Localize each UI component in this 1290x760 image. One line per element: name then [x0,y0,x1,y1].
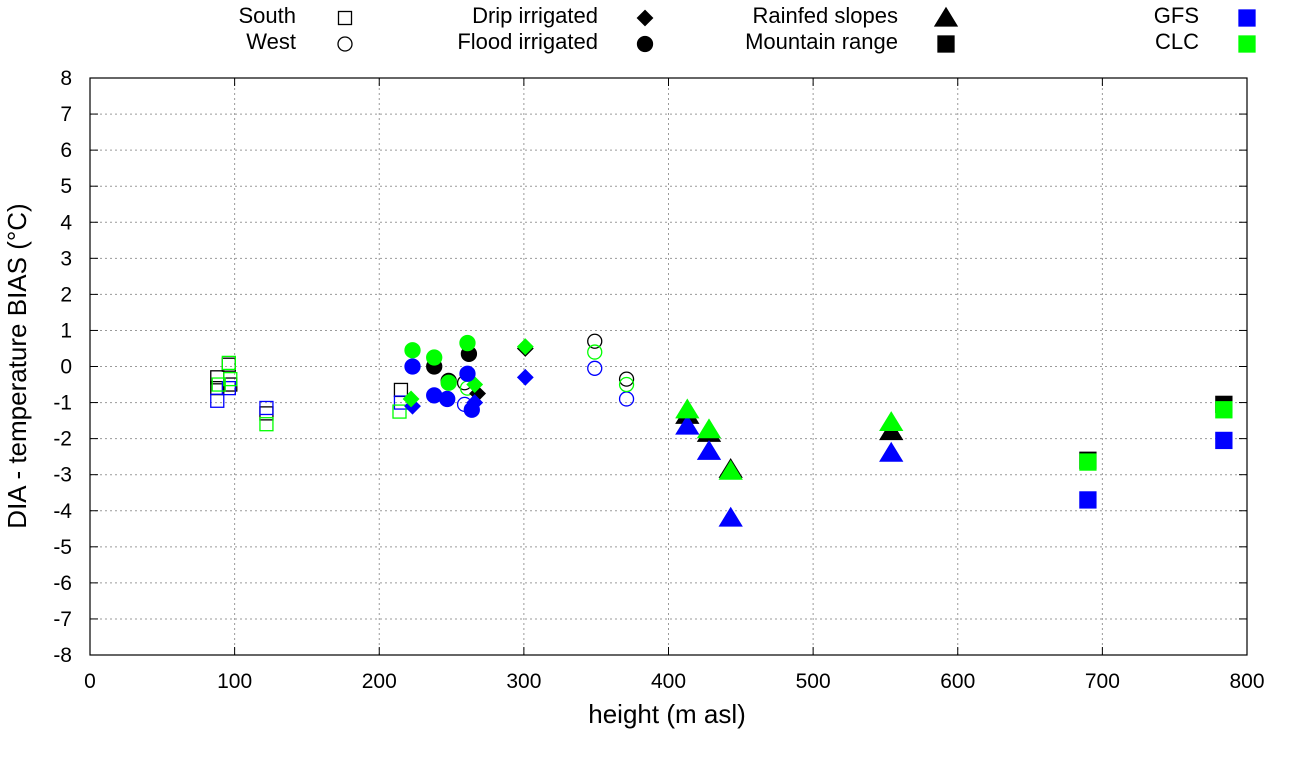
axis-ticks: 0 100 200 300 400 500 600 700 800 8 7 6 5 4 3 2 1 0 -1 -2 -3… [53,67,1264,693]
mountain-range-point [1079,491,1097,509]
x-tick-label: 500 [796,670,831,693]
x-tick-label: 200 [362,670,397,693]
mountain-range-point [1079,453,1097,471]
y-tick-label: -8 [53,644,72,667]
rainfed-slopes-point [696,418,722,439]
y-tick-label: -5 [53,536,72,559]
flood-irrigated-point [439,390,456,408]
south-point [392,404,407,419]
mountain-range-point [1215,431,1233,450]
legend-label-gfs: GFS [1154,3,1199,28]
y-tick-label: -2 [53,428,72,451]
legend-label-flood-irrigated: Flood irrigated [457,29,598,54]
x-tick-label: 400 [651,670,686,693]
y-tick-label: 2 [60,283,72,306]
rainfed-slopes-point [718,506,743,527]
south-point [210,393,225,408]
flood-irrigated-point [459,365,476,382]
y-axis-title: DIA - temperature BIAS (°C) [2,203,32,528]
legend-label-west: West [246,29,296,54]
x-tick-label: 800 [1229,670,1264,693]
y-tick-label: -3 [53,464,72,487]
rainfed-slopes-point [675,398,700,419]
west-point [618,376,635,393]
legend-symbol-west [337,36,353,52]
y-tick-label: -4 [53,500,72,523]
south-point [259,417,274,432]
x-axis-title: height (m asl) [588,699,746,729]
south-point [259,400,274,416]
south-point [221,380,236,396]
rainfed-slopes-point [675,414,700,435]
y-tick-label: 4 [60,211,72,234]
y-tick-label: 5 [60,175,72,198]
south-point [393,382,409,398]
drip-irrigated-point [516,338,534,356]
data-points [210,333,1233,527]
flood-irrigated-point [459,334,476,352]
west-point [587,344,603,360]
x-tick-label: 100 [217,670,252,693]
legend-symbol-flood-irrigated [636,35,654,53]
drip-irrigated-point [402,390,420,408]
flood-irrigated-point [426,349,443,366]
y-tick-label: 8 [60,67,72,90]
flood-irrigated-point [463,401,480,418]
x-tick-label: 700 [1085,670,1120,693]
flood-irrigated-point [440,374,457,391]
south-point [211,377,226,392]
west-point [618,371,635,387]
rainfed-slopes-point [879,411,904,432]
west-point [587,333,603,349]
legend-label-drip-irrigated: Drip irrigated [472,3,598,28]
legend-symbol-gfs [1238,9,1256,27]
y-tick-label: 1 [60,319,72,342]
legend-label-mountain-range: Mountain range [745,29,898,54]
mountain-range-point [1215,401,1233,419]
y-tick-label: -7 [53,608,72,631]
x-tick-label: 300 [506,670,541,693]
legend-symbol-rainfed-slopes [933,6,959,27]
rainfed-slopes-point [718,459,743,480]
legend-symbol-south [337,10,353,26]
legend-symbol-drip-irrigated [636,9,654,27]
y-tick-label: 3 [60,247,72,270]
x-tick-label: 0 [84,670,96,693]
legend-label-rainfed-slopes: Rainfed slopes [752,3,898,28]
y-tick-label: 0 [60,356,72,379]
legend-symbol-clc [1238,35,1256,53]
legend-label-south: South [239,3,297,28]
west-point [587,360,603,376]
grid-lines [90,78,1247,655]
west-point [618,391,635,407]
flood-irrigated-point [404,342,421,359]
x-tick-label: 600 [940,670,975,693]
y-tick-label: -1 [53,392,72,415]
rainfed-slopes-point [879,441,904,462]
legend-symbol-mountain-range [937,35,955,53]
drip-irrigated-point [516,368,534,386]
flood-irrigated-point [404,358,421,375]
y-tick-label: 7 [60,103,72,126]
legend-label-clc: CLC [1155,29,1199,54]
south-point [221,355,236,371]
south-point [223,371,238,387]
y-tick-label: 6 [60,139,72,162]
rainfed-slopes-point [696,440,722,460]
y-tick-label: -6 [53,572,72,595]
